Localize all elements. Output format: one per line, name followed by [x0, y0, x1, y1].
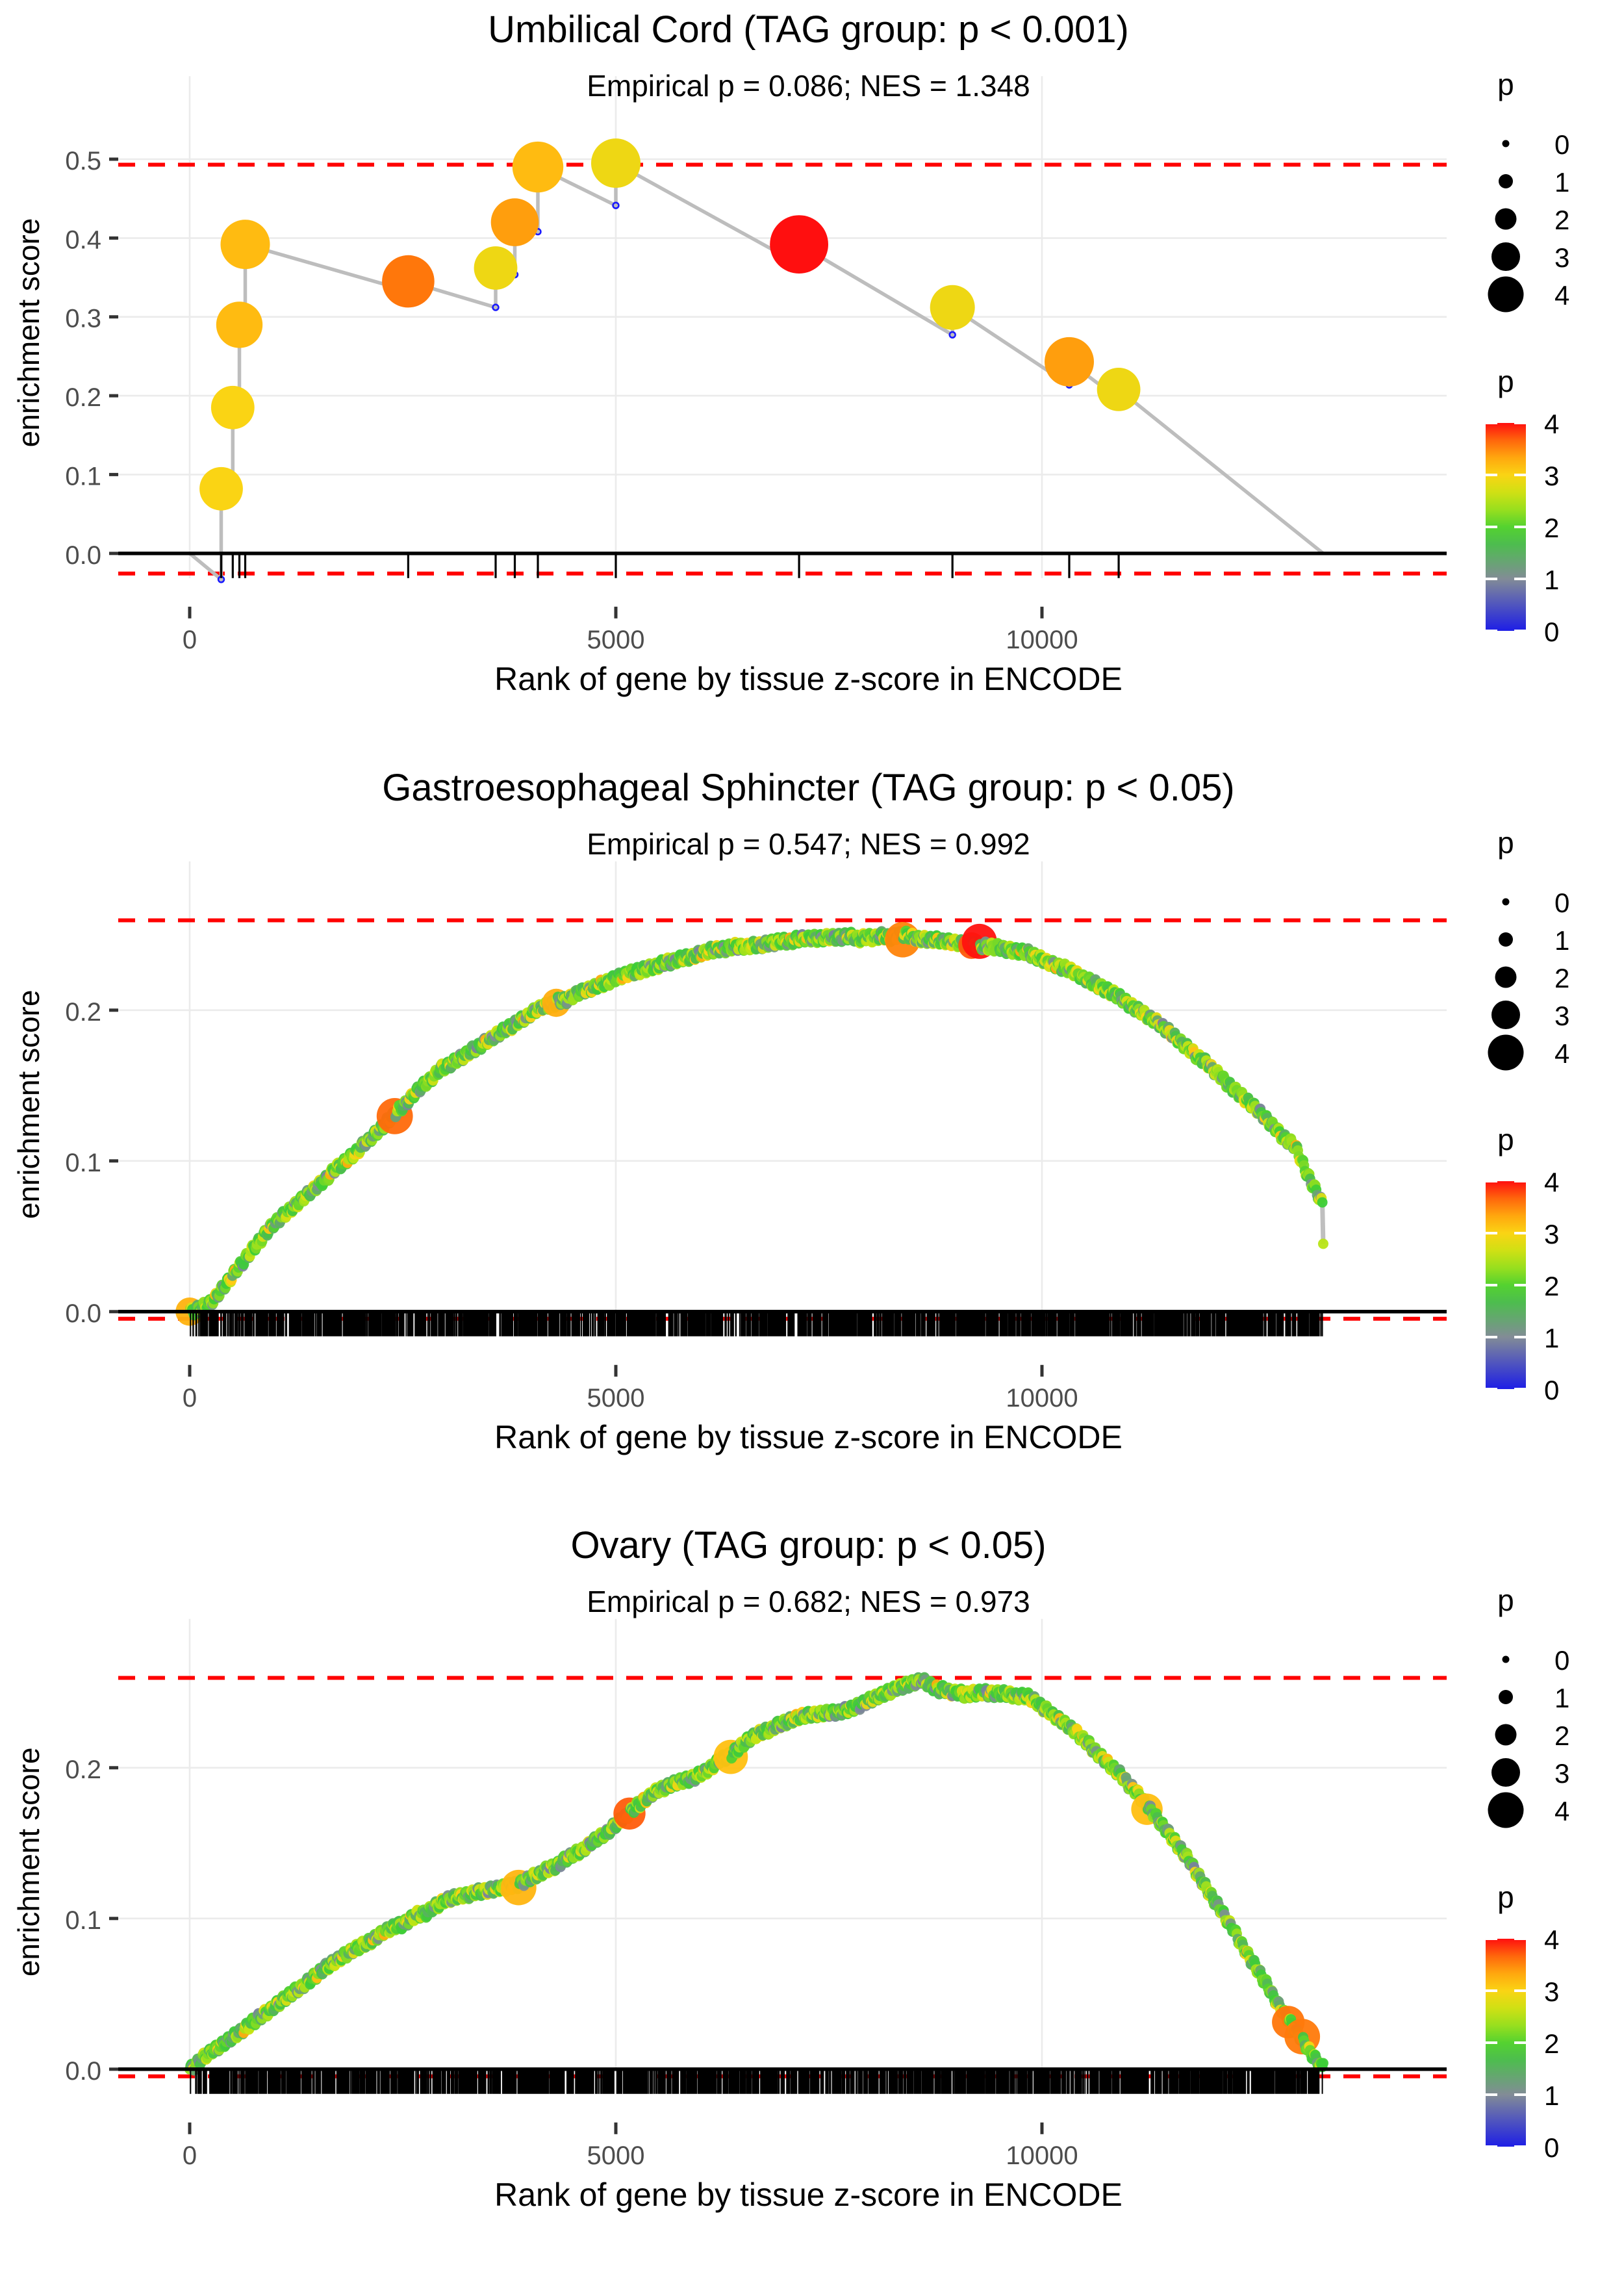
svg-text:5000: 5000 [587, 2141, 645, 2170]
svg-text:3: 3 [1544, 1976, 1559, 2007]
svg-text:0: 0 [1544, 617, 1559, 647]
svg-text:0.2: 0.2 [65, 1756, 101, 1784]
svg-text:p: p [1497, 1880, 1514, 1914]
svg-text:0.2: 0.2 [65, 383, 101, 412]
svg-text:3: 3 [1544, 461, 1559, 491]
svg-text:1: 1 [1544, 2080, 1559, 2111]
svg-text:3: 3 [1554, 1758, 1569, 1789]
svg-text:5000: 5000 [587, 1383, 645, 1412]
svg-text:enrichment score: enrichment score [12, 1748, 45, 1977]
svg-text:2: 2 [1554, 1720, 1569, 1751]
svg-text:Rank of gene by tissue z-score: Rank of gene by tissue z-score in ENCODE [494, 661, 1123, 697]
svg-text:0: 0 [1554, 129, 1569, 160]
svg-text:Rank of gene by tissue z-score: Rank of gene by tissue z-score in ENCODE [494, 1418, 1123, 1455]
svg-text:Empirical p = 0.682; NES = 0.9: Empirical p = 0.682; NES = 0.973 [587, 1585, 1030, 1618]
svg-text:enrichment score: enrichment score [12, 990, 45, 1219]
svg-text:3: 3 [1544, 1219, 1559, 1249]
svg-text:1: 1 [1544, 565, 1559, 595]
svg-text:4: 4 [1554, 280, 1569, 311]
svg-text:4: 4 [1554, 1796, 1569, 1826]
svg-text:4: 4 [1544, 409, 1559, 439]
svg-text:0.5: 0.5 [65, 147, 101, 175]
svg-text:0: 0 [1554, 888, 1569, 918]
svg-text:3: 3 [1554, 242, 1569, 273]
svg-text:0.0: 0.0 [65, 2057, 101, 2086]
svg-text:p: p [1497, 826, 1514, 860]
svg-text:0.1: 0.1 [65, 462, 101, 491]
svg-text:10000: 10000 [1006, 1383, 1078, 1412]
svg-text:Rank of gene by tissue z-score: Rank of gene by tissue z-score in ENCODE [494, 2177, 1123, 2213]
svg-text:0: 0 [1554, 1645, 1569, 1676]
svg-text:0.4: 0.4 [65, 225, 101, 254]
svg-text:4: 4 [1544, 1924, 1559, 1955]
svg-text:0: 0 [1544, 2132, 1559, 2163]
svg-text:p: p [1497, 1583, 1514, 1617]
svg-text:p: p [1497, 1123, 1514, 1156]
svg-text:0.2: 0.2 [65, 997, 101, 1026]
svg-text:2: 2 [1544, 513, 1559, 543]
svg-text:0.0: 0.0 [65, 541, 101, 570]
svg-text:1: 1 [1554, 925, 1569, 956]
svg-text:1: 1 [1554, 167, 1569, 198]
svg-text:1: 1 [1554, 1683, 1569, 1713]
svg-text:2: 2 [1554, 963, 1569, 993]
svg-text:3: 3 [1554, 1001, 1569, 1031]
svg-text:0.1: 0.1 [65, 1148, 101, 1177]
svg-text:0: 0 [183, 1383, 197, 1412]
svg-text:0: 0 [183, 2141, 197, 2170]
svg-text:2: 2 [1554, 205, 1569, 235]
svg-text:Empirical p = 0.086; NES = 1.3: Empirical p = 0.086; NES = 1.348 [587, 69, 1030, 103]
svg-text:0.0: 0.0 [65, 1299, 101, 1327]
svg-text:Umbilical Cord (TAG group: p <: Umbilical Cord (TAG group: p < 0.001) [488, 9, 1129, 51]
svg-text:0: 0 [1544, 1375, 1559, 1405]
svg-text:10000: 10000 [1006, 626, 1078, 654]
svg-text:1: 1 [1544, 1323, 1559, 1353]
svg-text:Ovary (TAG group: p < 0.05): Ovary (TAG group: p < 0.05) [570, 1525, 1046, 1566]
svg-text:2: 2 [1544, 2028, 1559, 2059]
svg-text:4: 4 [1554, 1038, 1569, 1069]
svg-text:p: p [1497, 364, 1514, 398]
svg-text:enrichment score: enrichment score [12, 218, 45, 448]
svg-text:2: 2 [1544, 1271, 1559, 1301]
svg-text:4: 4 [1544, 1167, 1559, 1197]
svg-text:5000: 5000 [587, 626, 645, 654]
svg-text:10000: 10000 [1006, 2141, 1078, 2170]
svg-text:0: 0 [183, 626, 197, 654]
svg-text:Empirical p = 0.547; NES = 0.9: Empirical p = 0.547; NES = 0.992 [587, 827, 1030, 861]
svg-text:0.1: 0.1 [65, 1906, 101, 1935]
svg-text:p: p [1497, 68, 1514, 101]
svg-text:0.3: 0.3 [65, 305, 101, 333]
svg-text:Gastroesophageal Sphincter (TA: Gastroesophageal Sphincter (TAG group: p… [382, 767, 1234, 809]
